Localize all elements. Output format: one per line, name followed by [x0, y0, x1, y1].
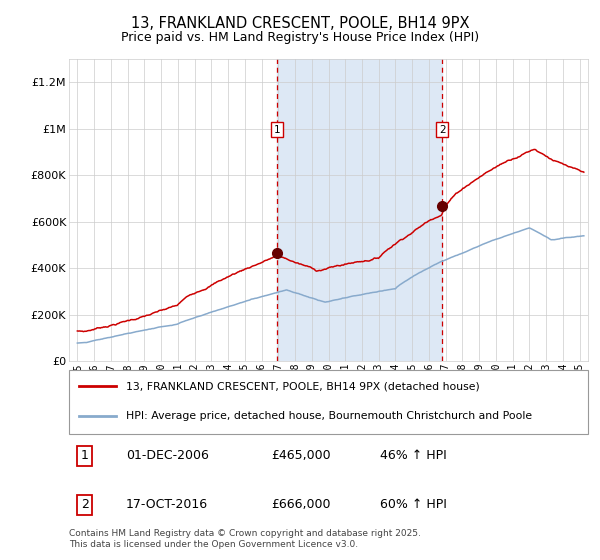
- Text: 01-DEC-2006: 01-DEC-2006: [126, 449, 209, 463]
- Text: 46% ↑ HPI: 46% ↑ HPI: [380, 449, 447, 463]
- Text: 13, FRANKLAND CRESCENT, POOLE, BH14 9PX: 13, FRANKLAND CRESCENT, POOLE, BH14 9PX: [131, 16, 469, 31]
- Text: 1: 1: [80, 449, 89, 463]
- FancyBboxPatch shape: [69, 370, 588, 434]
- Text: 60% ↑ HPI: 60% ↑ HPI: [380, 498, 447, 511]
- Text: 2: 2: [439, 124, 445, 134]
- Text: £465,000: £465,000: [271, 449, 331, 463]
- Text: HPI: Average price, detached house, Bournemouth Christchurch and Poole: HPI: Average price, detached house, Bour…: [126, 411, 532, 421]
- Text: 2: 2: [80, 498, 89, 511]
- Text: 17-OCT-2016: 17-OCT-2016: [126, 498, 208, 511]
- Text: Price paid vs. HM Land Registry's House Price Index (HPI): Price paid vs. HM Land Registry's House …: [121, 31, 479, 44]
- Text: Contains HM Land Registry data © Crown copyright and database right 2025.
This d: Contains HM Land Registry data © Crown c…: [69, 529, 421, 549]
- Text: 1: 1: [274, 124, 280, 134]
- Text: £666,000: £666,000: [271, 498, 331, 511]
- Bar: [277, 59, 442, 361]
- Text: 13, FRANKLAND CRESCENT, POOLE, BH14 9PX (detached house): 13, FRANKLAND CRESCENT, POOLE, BH14 9PX …: [126, 381, 480, 391]
